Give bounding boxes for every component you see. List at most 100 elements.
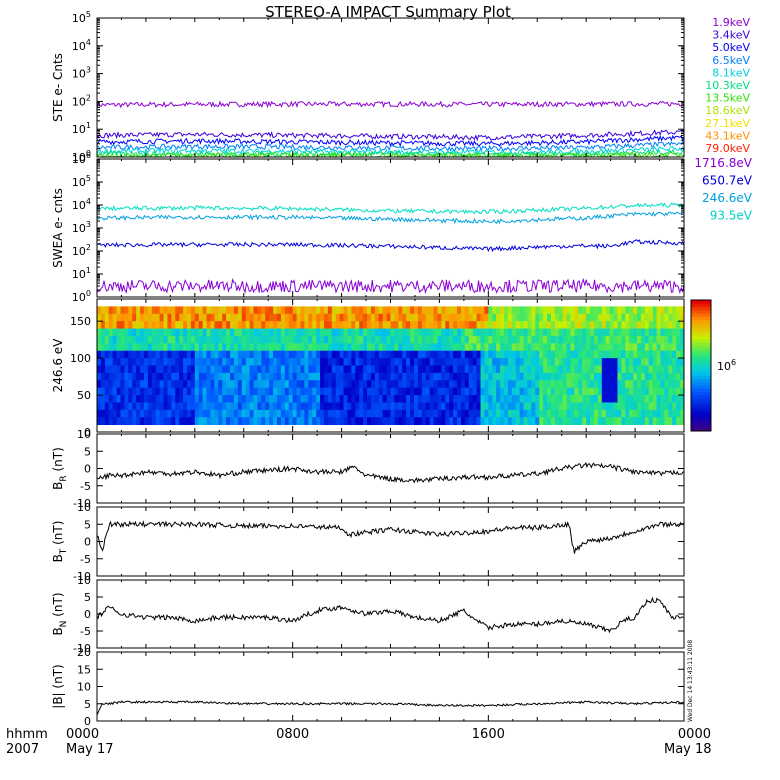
pad-heatmap-cell bbox=[280, 402, 286, 411]
pad-heatmap-cell bbox=[253, 328, 258, 337]
pad-heatmap-cell bbox=[386, 306, 391, 315]
pad-heatmap-cell bbox=[476, 313, 481, 322]
pad-heatmap-cell bbox=[218, 372, 223, 381]
pad-heatmap-cell bbox=[112, 350, 117, 359]
pad-heatmap-cell bbox=[214, 409, 219, 418]
pad-heatmap-cell bbox=[222, 417, 227, 426]
pad-heatmap-cell bbox=[370, 313, 376, 322]
pad-heatmap-cell bbox=[437, 335, 442, 344]
pad-heatmap-cell bbox=[269, 417, 274, 426]
pad-heatmap-cell bbox=[511, 335, 517, 344]
pad-heatmap-cell bbox=[531, 395, 536, 403]
pad-heatmap-cell bbox=[582, 417, 587, 426]
pad-heatmap-cell bbox=[265, 409, 270, 418]
pad-heatmap-cell bbox=[163, 306, 168, 315]
pad-heatmap-cell bbox=[316, 387, 321, 396]
pad-heatmap-cell bbox=[347, 343, 352, 352]
pad-heatmap-cell bbox=[269, 321, 274, 329]
pad-heatmap-cell bbox=[480, 335, 485, 344]
pad-heatmap-cell bbox=[531, 358, 536, 366]
pad-heatmap-cell bbox=[457, 313, 462, 322]
pad-heatmap-cell bbox=[128, 387, 133, 396]
pad-heatmap-cell bbox=[637, 409, 642, 418]
pad-heatmap-cell bbox=[531, 321, 536, 329]
pad-heatmap-cell bbox=[570, 380, 575, 389]
pad-heatmap-cell bbox=[167, 387, 172, 396]
pad-heatmap-cell bbox=[480, 343, 485, 352]
pad-heatmap-cell bbox=[496, 335, 501, 344]
pad-heatmap-cell bbox=[378, 358, 384, 366]
pad-heatmap-cell bbox=[574, 365, 579, 374]
pad-heatmap-cell bbox=[445, 358, 450, 366]
pad-heatmap-cell bbox=[515, 409, 521, 418]
pad-heatmap-cell bbox=[535, 343, 540, 352]
pad-heatmap-cell bbox=[237, 372, 243, 381]
pad-heatmap-cell bbox=[179, 350, 184, 359]
pad-heatmap-cell bbox=[179, 335, 184, 344]
pad-heatmap-cell bbox=[112, 365, 117, 374]
pad-heatmap-cell bbox=[453, 409, 458, 418]
pad-heatmap-cell bbox=[441, 328, 446, 337]
colorbar-segment bbox=[691, 300, 711, 304]
pad-heatmap-cell bbox=[449, 395, 454, 403]
pad-heatmap-cell bbox=[237, 380, 243, 389]
pad-heatmap-cell bbox=[320, 328, 325, 337]
pad-heatmap-cell bbox=[672, 306, 677, 315]
pad-heatmap-cell bbox=[304, 306, 309, 315]
pad-heatmap-cell bbox=[218, 343, 223, 352]
pad-heatmap-cell bbox=[261, 387, 266, 396]
pad-heatmap-cell bbox=[550, 343, 556, 352]
pad-heatmap-cell bbox=[323, 402, 329, 411]
pad-heatmap-cell bbox=[269, 395, 274, 403]
pad-heatmap-cell bbox=[640, 402, 646, 411]
colorbar-segment bbox=[691, 329, 711, 334]
pad-heatmap-cell bbox=[590, 417, 595, 426]
pad-heatmap-cell bbox=[273, 321, 278, 329]
pad-heatmap-cell bbox=[562, 409, 567, 418]
pad-heatmap-cell bbox=[562, 321, 567, 329]
pad-heatmap-cell bbox=[370, 328, 376, 337]
pad-heatmap-cell bbox=[167, 417, 172, 426]
pad-heatmap-cell bbox=[664, 335, 669, 344]
pad-heatmap-cell bbox=[171, 387, 176, 396]
pad-heatmap-cell bbox=[527, 358, 532, 366]
pad-heatmap-cell bbox=[151, 365, 157, 374]
pad-heatmap-cell bbox=[550, 409, 556, 418]
pad-heatmap-cell bbox=[633, 395, 638, 403]
pad-heatmap-cell bbox=[245, 372, 251, 381]
pad-heatmap-cell bbox=[378, 372, 384, 381]
pad-heatmap-cell bbox=[413, 321, 419, 329]
pad-heatmap-cell bbox=[132, 372, 137, 381]
pad-heatmap-cell bbox=[237, 335, 243, 344]
pad-heatmap-cell bbox=[241, 358, 247, 366]
pad-heatmap-cell bbox=[249, 387, 254, 396]
pad-heatmap-cell bbox=[370, 343, 376, 352]
pad-heatmap-cell bbox=[363, 417, 368, 426]
pad-heatmap-cell bbox=[601, 306, 607, 315]
pad-heatmap-cell bbox=[230, 306, 235, 315]
pad-heatmap-cell bbox=[288, 365, 294, 374]
pad-heatmap-cell bbox=[163, 387, 168, 396]
pad-heatmap-cell bbox=[503, 387, 509, 396]
pad-heatmap-cell bbox=[390, 409, 395, 418]
pad-heatmap-cell bbox=[558, 321, 564, 329]
pad-heatmap-cell bbox=[625, 313, 630, 322]
pad-heatmap-cell bbox=[339, 365, 344, 374]
pad-heatmap-cell bbox=[140, 306, 145, 315]
pad-heatmap-cell bbox=[519, 402, 524, 411]
pad-heatmap-cell bbox=[417, 335, 423, 344]
pad-heatmap-cell bbox=[453, 395, 458, 403]
pad-heatmap-cell bbox=[316, 365, 321, 374]
pad-heatmap-cell bbox=[190, 380, 196, 389]
pad-heatmap-cell bbox=[147, 350, 153, 359]
pad-heatmap-cell bbox=[402, 395, 407, 403]
pad-heatmap-cell bbox=[241, 417, 247, 426]
pad-heatmap-cell bbox=[198, 321, 204, 329]
pad-heatmap-cell bbox=[578, 358, 583, 366]
pad-heatmap-cell bbox=[386, 343, 391, 352]
pad-heatmap-cell bbox=[625, 335, 630, 344]
pad-heatmap-cell bbox=[300, 402, 305, 411]
pad-heatmap-cell bbox=[554, 343, 560, 352]
pad-heatmap-cell bbox=[570, 395, 575, 403]
pad-heatmap-cell bbox=[233, 313, 239, 322]
